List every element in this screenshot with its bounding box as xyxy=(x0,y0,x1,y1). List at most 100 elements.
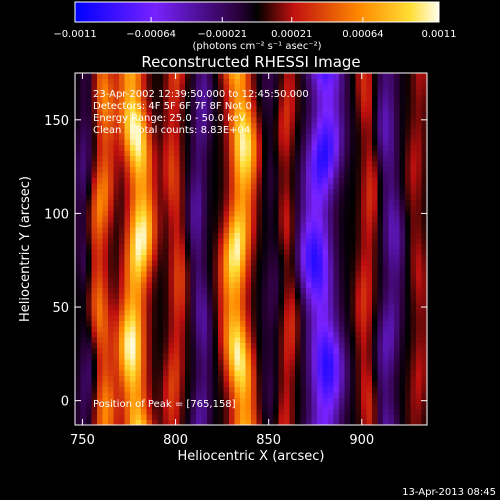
heatmap-cell xyxy=(344,221,351,228)
heatmap-cell xyxy=(350,106,356,112)
heatmap-cell xyxy=(75,364,81,371)
heatmap-cell xyxy=(267,364,274,371)
heatmap-cell xyxy=(108,243,114,250)
heatmap-cell xyxy=(322,282,329,288)
heatmap-cell xyxy=(394,183,400,189)
heatmap-cell xyxy=(102,331,109,338)
heatmap-cell xyxy=(234,194,241,200)
heatmap-cell xyxy=(130,117,136,123)
heatmap-cell xyxy=(410,326,417,332)
heatmap-cell xyxy=(306,177,312,184)
heatmap-cell xyxy=(289,298,296,305)
annotation-counts: Clean Total counts: 8.83E+04 xyxy=(93,125,250,136)
heatmap-cell xyxy=(377,144,384,151)
heatmap-cell xyxy=(399,210,406,217)
heatmap-cell xyxy=(300,221,307,228)
heatmap-cell xyxy=(179,298,186,305)
heatmap-cell xyxy=(75,254,81,261)
heatmap-cell xyxy=(410,106,417,112)
heatmap-cell xyxy=(218,271,224,277)
heatmap-cell xyxy=(273,73,279,79)
heatmap-cell xyxy=(311,139,318,145)
heatmap-cell xyxy=(223,95,230,101)
heatmap-cell xyxy=(234,139,241,145)
heatmap-cell xyxy=(218,216,224,222)
heatmap-cell xyxy=(97,221,103,228)
heatmap-cell xyxy=(388,89,395,96)
heatmap-cell xyxy=(179,199,186,206)
heatmap-cell xyxy=(421,370,427,376)
heatmap-cell xyxy=(388,282,395,288)
heatmap-cell xyxy=(157,381,164,387)
heatmap-cell xyxy=(97,304,103,310)
heatmap-cell xyxy=(86,265,92,272)
heatmap-cell xyxy=(245,331,252,338)
heatmap-cell xyxy=(86,381,92,387)
heatmap-cell xyxy=(344,298,351,305)
heatmap-cell xyxy=(322,403,329,409)
heatmap-cell xyxy=(190,359,197,365)
heatmap-cell xyxy=(113,216,120,222)
heatmap-cell xyxy=(168,188,175,195)
heatmap-cell xyxy=(350,375,356,382)
heatmap-cell xyxy=(350,84,356,90)
heatmap-cell xyxy=(416,408,422,415)
heatmap-cell xyxy=(119,342,125,349)
heatmap-cell xyxy=(300,100,307,107)
heatmap-cell xyxy=(108,282,114,288)
heatmap-cell xyxy=(157,370,164,376)
heatmap-cell xyxy=(289,117,296,123)
heatmap-cell xyxy=(355,249,362,255)
heatmap-cell xyxy=(289,348,296,354)
heatmap-cell xyxy=(229,150,235,156)
heatmap-cell xyxy=(421,78,427,85)
heatmap-cell xyxy=(256,298,263,305)
heatmap-cell xyxy=(179,326,186,332)
heatmap-cell xyxy=(174,117,180,123)
heatmap-cell xyxy=(75,353,81,360)
heatmap-cell xyxy=(421,122,427,129)
heatmap-cell xyxy=(108,370,114,376)
heatmap-cell xyxy=(152,287,158,294)
heatmap-cell xyxy=(267,331,274,338)
heatmap-cell xyxy=(201,370,208,376)
heatmap-cell xyxy=(124,265,131,272)
heatmap-cell xyxy=(300,414,307,420)
heatmap-cell xyxy=(273,315,279,321)
heatmap-cell xyxy=(201,293,208,299)
heatmap-cell xyxy=(207,139,213,145)
heatmap-cell xyxy=(289,249,296,255)
heatmap-cell xyxy=(168,177,175,184)
heatmap-cell xyxy=(366,144,373,151)
heatmap-cell xyxy=(130,326,136,332)
heatmap-cell xyxy=(339,419,345,425)
heatmap-cell xyxy=(300,194,307,200)
heatmap-cell xyxy=(289,337,296,343)
heatmap-cell xyxy=(300,282,307,288)
heatmap-cell xyxy=(383,144,389,151)
heatmap-cell xyxy=(333,282,340,288)
heatmap-cell xyxy=(245,183,252,189)
heatmap-cell xyxy=(251,381,257,387)
heatmap-cell xyxy=(262,309,268,316)
heatmap-cell xyxy=(306,155,312,162)
heatmap-cell xyxy=(306,172,312,178)
heatmap-cell xyxy=(190,392,197,398)
heatmap-cell xyxy=(245,78,252,85)
heatmap-cell xyxy=(306,89,312,96)
heatmap-cell xyxy=(141,309,147,316)
heatmap-cell xyxy=(113,95,120,101)
heatmap-cell xyxy=(333,287,340,294)
heatmap-cell xyxy=(80,386,87,393)
heatmap-cell xyxy=(311,276,318,283)
heatmap-cell xyxy=(328,326,334,332)
heatmap-cell xyxy=(278,139,285,145)
heatmap-cell xyxy=(97,359,103,365)
heatmap-cell xyxy=(75,139,81,145)
heatmap-cell xyxy=(289,276,296,283)
heatmap-cell xyxy=(245,227,252,233)
heatmap-cell xyxy=(383,293,389,299)
heatmap-cell xyxy=(152,320,158,327)
heatmap-cell xyxy=(179,375,186,382)
heatmap-cell xyxy=(383,370,389,376)
